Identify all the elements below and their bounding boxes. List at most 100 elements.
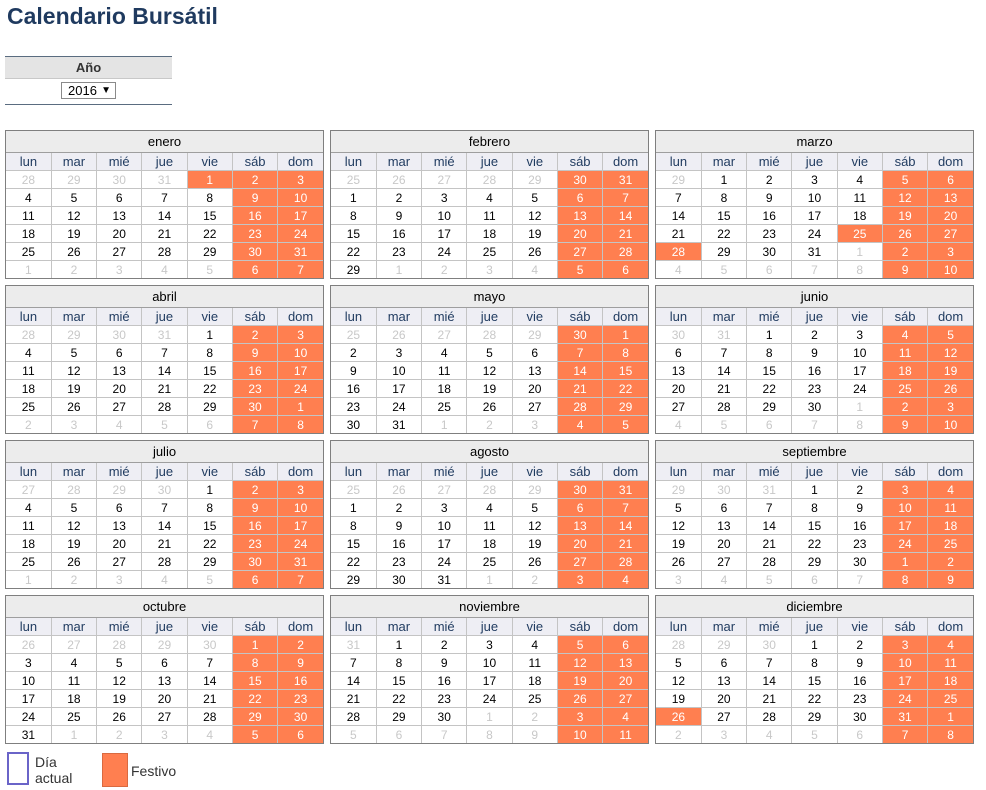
day-cell: 18 [6,224,52,243]
day-cell: 26 [50,397,98,416]
weekday-header: lun [656,153,702,171]
day-cell: 26 [50,552,98,571]
holiday-day-cell: 5 [556,635,604,654]
day-cell: 11 [466,206,513,225]
adjacent-month-day-cell: 1 [836,242,883,261]
month-name: septiembre [656,441,973,463]
holiday-day-cell: 24 [881,689,929,708]
day-cell: 22 [331,242,377,261]
holiday-day-cell: 5 [602,415,648,433]
holiday-day-cell: 7 [231,415,279,433]
weekday-header: jue [791,308,838,326]
day-cell: 12 [511,516,558,535]
holiday-day-cell: 4 [602,707,648,726]
week-row: 5 6 7 8 9 10 11 [331,725,648,743]
day-cell: 14 [141,361,188,380]
holiday-day-cell: 14 [602,206,648,225]
month-calendar-marzo: marzo lun mar mié jue vie sáb dom 29 1 2 3 4 5 6 7 8 9 10 1… [655,130,974,279]
day-cell: 12 [511,206,558,225]
day-cell: 22 [791,689,838,708]
adjacent-month-day-cell: 31 [746,480,793,499]
week-row: 28 29 30 31 1 2 3 [656,242,973,261]
day-cell: 30 [791,397,838,416]
holiday-day-cell: 24 [277,534,323,553]
page-title: Calendario Bursátil [7,3,218,29]
weekday-header: lun [6,618,52,636]
month-name: junio [656,286,973,308]
week-row: 28 29 30 31 1 2 3 [6,170,323,189]
holiday-day-cell: 8 [277,415,323,433]
week-row: 25 26 27 28 29 30 1 [331,325,648,344]
day-cell: 12 [656,671,702,690]
day-cell: 25 [6,552,52,571]
week-row: 12 13 14 15 16 17 18 [656,671,973,690]
day-cell: 17 [421,534,468,553]
day-cell: 3 [836,325,883,344]
month-name: marzo [656,131,973,153]
day-cell: 30 [331,415,377,433]
adjacent-month-day-cell: 2 [511,707,558,726]
holiday-day-cell: 24 [881,534,929,553]
weekday-header: dom [602,308,648,326]
day-cell: 19 [50,224,98,243]
day-cell: 8 [186,188,233,207]
day-cell: 27 [96,397,143,416]
day-cell: 25 [421,397,468,416]
week-row: 12 13 14 15 16 17 18 [656,516,973,535]
day-cell: 19 [656,534,702,553]
adjacent-month-day-cell: 3 [466,260,513,278]
adjacent-month-day-cell: 28 [96,635,143,654]
day-cell: 18 [836,206,883,225]
day-cell: 22 [186,224,233,243]
day-cell: 20 [656,379,702,398]
holiday-day-cell: 8 [927,725,973,743]
holiday-day-cell: 20 [602,671,648,690]
day-cell: 22 [700,224,748,243]
holiday-day-cell: 17 [881,671,929,690]
holiday-day-cell: 18 [927,516,973,535]
holiday-day-cell: 25 [881,379,929,398]
weekday-header: mié [421,618,468,636]
day-cell: 21 [746,534,793,553]
week-row: 16 17 18 19 20 21 22 [331,379,648,398]
day-cell: 29 [791,552,838,571]
day-cell: 23 [791,379,838,398]
adjacent-month-day-cell: 30 [746,635,793,654]
day-cell: 3 [375,343,423,362]
holiday-swatch [102,753,128,787]
day-cell: 5 [96,653,143,672]
day-cell: 5 [466,343,513,362]
weekday-header-row: lun mar mié jue vie sáb dom [331,618,648,636]
holiday-day-cell: 19 [927,361,973,380]
adjacent-month-day-cell: 27 [421,480,468,499]
year-select[interactable]: 2016 ▼ [61,82,116,99]
holiday-day-cell: 4 [881,325,929,344]
adjacent-month-day-cell: 26 [375,170,423,189]
day-cell: 1 [791,480,838,499]
day-cell: 24 [791,224,838,243]
holiday-day-cell: 2 [231,170,279,189]
holiday-day-cell: 11 [927,653,973,672]
day-cell: 9 [375,206,423,225]
week-row: 10 11 12 13 14 15 16 [6,671,323,690]
day-cell: 21 [141,224,188,243]
holiday-day-cell: 8 [881,570,929,588]
day-cell: 16 [791,361,838,380]
day-cell: 4 [511,635,558,654]
holiday-day-cell: 9 [881,415,929,433]
month-name: abril [6,286,323,308]
day-cell: 31 [6,725,52,743]
holiday-day-cell: 10 [277,188,323,207]
adjacent-month-day-cell: 30 [141,480,188,499]
day-cell: 1 [186,480,233,499]
holiday-day-cell: 26 [881,224,929,243]
week-row: 4 5 6 7 8 9 10 [6,498,323,517]
day-cell: 16 [421,671,468,690]
holiday-day-cell: 3 [277,170,323,189]
week-row: 17 18 19 20 21 22 23 [6,689,323,708]
weekday-header: jue [791,618,838,636]
day-cell: 8 [375,653,423,672]
day-cell: 27 [656,397,702,416]
holiday-day-cell: 7 [277,260,323,278]
